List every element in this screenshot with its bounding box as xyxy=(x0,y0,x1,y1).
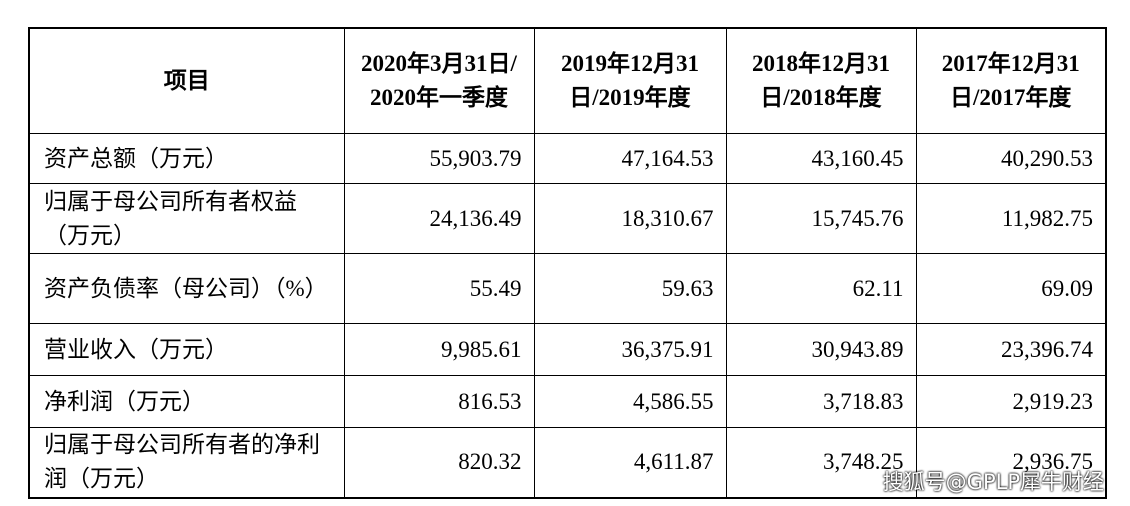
value-cell: 62.11 xyxy=(725,253,917,324)
value-cell: 40,290.53 xyxy=(915,133,1107,184)
value-cell: 24,136.49 xyxy=(343,183,535,254)
label-cell: 净利润（万元） xyxy=(28,375,345,428)
value-cell: 4,611.87 xyxy=(533,427,727,498)
value-cell: 18,310.67 xyxy=(533,183,727,254)
value-cell: 11,982.75 xyxy=(915,183,1107,254)
value-cell: 4,586.55 xyxy=(533,375,727,428)
value-cell: 69.09 xyxy=(915,253,1107,324)
value-cell: 15,745.76 xyxy=(725,183,917,254)
value-cell: 55.49 xyxy=(343,253,535,324)
table-row: 营业收入（万元） 9,985.61 36,375.91 30,943.89 23,396… xyxy=(28,323,1107,376)
table-row: 归属于母公司所有者的净利润（万元） 820.32 4,611.87 3,748.25 2… xyxy=(28,427,1107,498)
value-cell: 820.32 xyxy=(343,427,535,498)
header-cell: 项目 xyxy=(28,27,345,134)
value-cell: 47,164.53 xyxy=(533,133,727,184)
value-cell: 816.53 xyxy=(343,375,535,428)
label-cell: 归属于母公司所有者的净利润（万元） xyxy=(28,427,345,498)
value-cell: 23,396.74 xyxy=(915,323,1107,376)
header-row: 项目 2020年3月31日/2020年一季度 2019年12月31日/2019年度 2… xyxy=(28,27,1107,134)
header-cell: 2018年12月31日/2018年度 xyxy=(725,27,917,134)
label-cell: 资产负债率（母公司）（%） xyxy=(28,253,345,324)
value-cell: 43,160.45 xyxy=(725,133,917,184)
value-cell: 55,903.79 xyxy=(343,133,535,184)
table-row: 资产负债率（母公司）（%） 55.49 59.63 62.11 69.09 xyxy=(28,253,1107,324)
label-cell: 资产总额（万元） xyxy=(28,133,345,184)
label-cell: 营业收入（万元） xyxy=(28,323,345,376)
header-cell: 2017年12月31日/2017年度 xyxy=(915,27,1107,134)
value-cell: 30,943.89 xyxy=(725,323,917,376)
value-cell: 36,375.91 xyxy=(533,323,727,376)
value-cell: 9,985.61 xyxy=(343,323,535,376)
financial-table: 项目 2020年3月31日/2020年一季度 2019年12月31日/2019年度 2… xyxy=(28,27,1107,499)
value-cell: 2,936.75 xyxy=(915,427,1107,498)
header-cell: 2019年12月31日/2019年度 xyxy=(533,27,727,134)
value-cell: 3,748.25 xyxy=(725,427,917,498)
label-cell: 归属于母公司所有者权益（万元） xyxy=(28,183,345,254)
value-cell: 59.63 xyxy=(533,253,727,324)
value-cell: 2,919.23 xyxy=(915,375,1107,428)
table-row: 资产总额（万元） 55,903.79 47,164.53 43,160.45 40,29… xyxy=(28,133,1107,184)
table-row: 归属于母公司所有者权益（万元） 24,136.49 18,310.67 15,745.… xyxy=(28,183,1107,254)
value-cell: 3,718.83 xyxy=(725,375,917,428)
table-body: 资产总额（万元） 55,903.79 47,164.53 43,160.45 40,29… xyxy=(28,133,1107,498)
table-row: 净利润（万元） 816.53 4,586.55 3,718.83 2,919.23 xyxy=(28,375,1107,428)
watermark: 搜狐号@GPLP犀牛财经 xyxy=(882,470,1104,494)
header-cell: 2020年3月31日/2020年一季度 xyxy=(343,27,535,134)
